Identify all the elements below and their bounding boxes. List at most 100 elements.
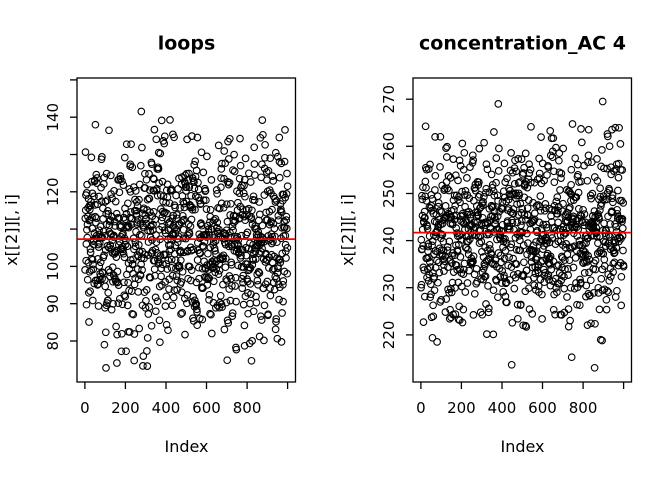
data-point [275, 157, 284, 166]
data-point [593, 176, 602, 185]
data-point [250, 196, 259, 205]
data-point [242, 251, 251, 260]
data-point [507, 240, 516, 249]
data-point [617, 196, 626, 205]
data-point [584, 151, 593, 160]
data-point [100, 340, 109, 349]
data-point [442, 144, 450, 152]
data-point [450, 215, 459, 224]
data-point [92, 170, 101, 179]
data-point [614, 261, 623, 270]
data-point [505, 253, 513, 262]
data-point [127, 140, 135, 149]
data-point [495, 144, 503, 153]
data-point [248, 206, 256, 215]
data-point [435, 207, 444, 215]
data-point [98, 153, 106, 161]
data-point [260, 301, 269, 310]
data-point [170, 133, 178, 142]
data-point [490, 191, 499, 200]
data-point [494, 100, 503, 108]
data-point [546, 151, 555, 160]
data-point [264, 166, 273, 175]
data-point [160, 132, 169, 141]
x-axis-label: Index [500, 437, 544, 456]
data-point [591, 319, 599, 328]
data-point [486, 245, 494, 253]
data-point [271, 194, 279, 203]
points-group [81, 107, 292, 372]
data-point [137, 107, 146, 116]
data-point [251, 247, 260, 256]
data-point [283, 244, 292, 252]
data-point [502, 298, 511, 307]
data-point [553, 193, 562, 201]
data-point [548, 206, 556, 214]
data-point [230, 150, 238, 159]
data-point [129, 269, 137, 278]
data-point [554, 206, 562, 215]
data-point [225, 242, 233, 251]
data-point [566, 189, 575, 198]
data-point [235, 189, 244, 197]
data-point [226, 199, 235, 208]
data-point [614, 186, 622, 195]
data-point [169, 293, 178, 302]
data-point [187, 191, 195, 200]
data-point [501, 178, 510, 186]
data-point [205, 290, 214, 299]
data-point [580, 210, 589, 218]
data-point [429, 209, 438, 218]
data-point [194, 185, 203, 194]
data-point [489, 330, 498, 339]
data-point [477, 237, 486, 246]
data-point [538, 290, 546, 299]
data-point [457, 282, 466, 291]
x-tick-label: 400 [488, 399, 517, 417]
data-point [516, 300, 525, 309]
data-point [157, 272, 165, 281]
data-point [162, 320, 171, 329]
data-point [102, 169, 111, 178]
plot-region: 220 230 240 250 260 270 0 200 400 600 800 [380, 77, 633, 417]
data-point [469, 257, 477, 266]
data-point [461, 288, 470, 296]
data-point [218, 303, 226, 311]
data-point [262, 208, 270, 217]
data-point [213, 189, 221, 198]
data-point [199, 196, 208, 205]
data-point [103, 196, 112, 205]
data-point [88, 255, 97, 264]
data-point [434, 278, 442, 287]
data-point [502, 197, 511, 206]
data-point [211, 246, 219, 255]
data-point [255, 332, 264, 341]
data-point [489, 202, 497, 211]
data-point [225, 178, 234, 187]
data-point [94, 280, 102, 288]
data-point [192, 166, 201, 175]
data-point [479, 201, 487, 210]
data-point [583, 176, 592, 185]
data-point [249, 307, 258, 316]
data-point [281, 193, 290, 202]
data-point [160, 139, 169, 148]
data-point [574, 204, 583, 213]
data-point [147, 221, 155, 230]
data-point [485, 240, 494, 249]
data-point [611, 293, 620, 301]
data-point [231, 282, 239, 290]
data-point [577, 125, 585, 133]
data-point [123, 301, 132, 310]
data-point [598, 97, 607, 106]
data-point [523, 250, 531, 259]
data-point [499, 287, 508, 296]
data-point [602, 305, 611, 314]
data-point [166, 116, 174, 124]
data-point [421, 122, 430, 131]
data-point [94, 240, 103, 249]
data-point [480, 192, 488, 201]
data-point [254, 227, 263, 236]
data-point [173, 286, 181, 294]
data-point [439, 261, 448, 269]
